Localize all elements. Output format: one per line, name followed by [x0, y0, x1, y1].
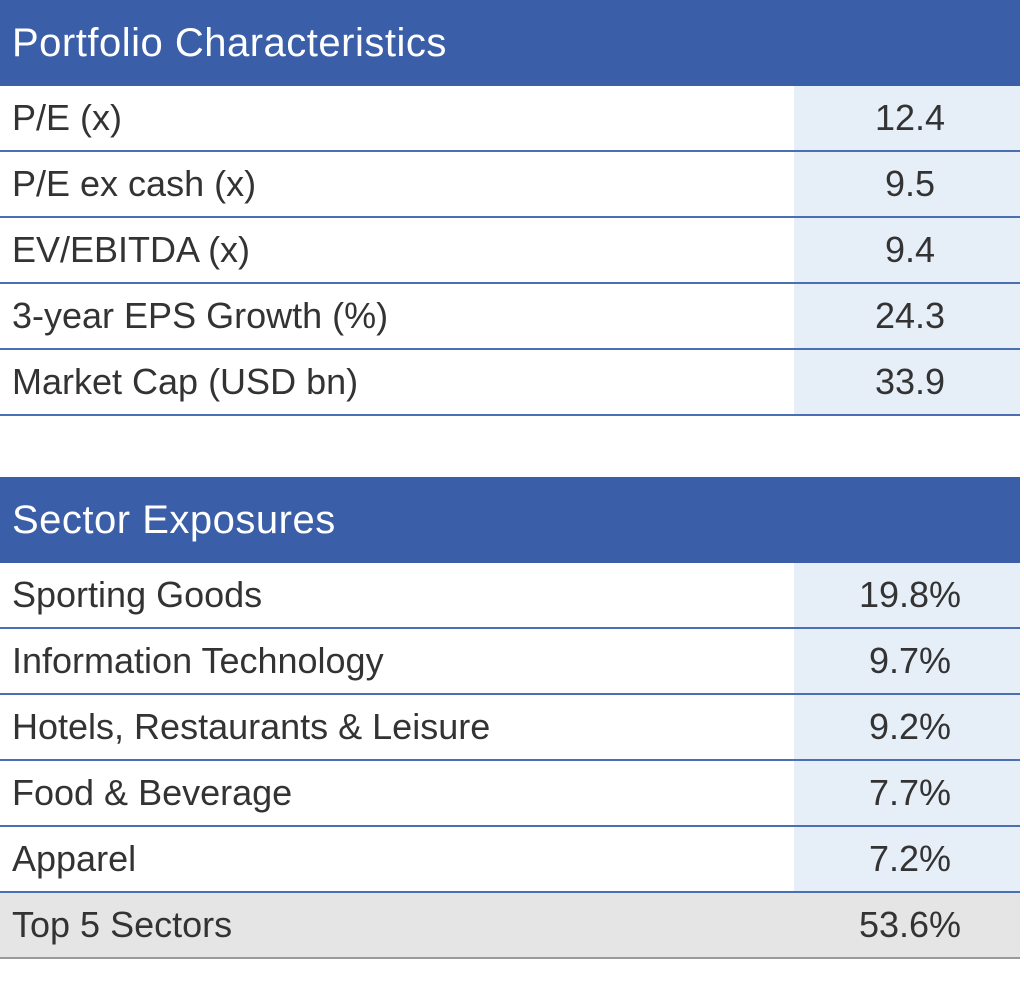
row-label: P/E (x) [12, 97, 123, 138]
table-row: EV/EBITDA (x) 9.4 [0, 218, 1020, 284]
sector-exposures-table: Sector Exposures Sporting Goods 19.8% In… [0, 477, 1020, 959]
row-label: Information Technology [12, 640, 384, 681]
table-row: Food & Beverage 7.7% [0, 761, 1020, 827]
row-label: P/E ex cash (x) [12, 163, 257, 204]
table-row: Information Technology 9.7% [0, 629, 1020, 695]
row-value: 7.2% [794, 827, 1020, 891]
row-value: 19.8% [794, 563, 1020, 627]
row-value: 9.5 [794, 152, 1020, 216]
row-label: EV/EBITDA (x) [12, 229, 251, 270]
table-row: 3-year EPS Growth (%) 24.3 [0, 284, 1020, 350]
row-value: 7.7% [794, 761, 1020, 825]
row-value: 9.7% [794, 629, 1020, 693]
row-label: Hotels, Restaurants & Leisure [12, 706, 491, 747]
table-row: Market Cap (USD bn) 33.9 [0, 350, 1020, 416]
total-label: Top 5 Sectors [12, 904, 233, 945]
row-label: Apparel [12, 838, 137, 879]
sector-exposures-title: Sector Exposures [0, 477, 1020, 563]
row-label: 3-year EPS Growth (%) [12, 295, 389, 336]
table-row: Hotels, Restaurants & Leisure 9.2% [0, 695, 1020, 761]
table-row: Apparel 7.2% [0, 827, 1020, 893]
row-value: 9.2% [794, 695, 1020, 759]
portfolio-characteristics-title: Portfolio Characteristics [0, 0, 1020, 86]
table-row: P/E ex cash (x) 9.5 [0, 152, 1020, 218]
row-value: 24.3 [794, 284, 1020, 348]
total-value: 53.6% [794, 893, 1020, 957]
row-value: 12.4 [794, 86, 1020, 150]
row-value: 9.4 [794, 218, 1020, 282]
row-label: Food & Beverage [12, 772, 293, 813]
row-label: Sporting Goods [12, 574, 263, 615]
table-row: P/E (x) 12.4 [0, 86, 1020, 152]
table-row: Sporting Goods 19.8% [0, 563, 1020, 629]
row-label: Market Cap (USD bn) [12, 361, 359, 402]
portfolio-characteristics-table: Portfolio Characteristics P/E (x) 12.4 P… [0, 0, 1020, 416]
row-value: 33.9 [794, 350, 1020, 414]
total-row: Top 5 Sectors 53.6% [0, 893, 1020, 959]
